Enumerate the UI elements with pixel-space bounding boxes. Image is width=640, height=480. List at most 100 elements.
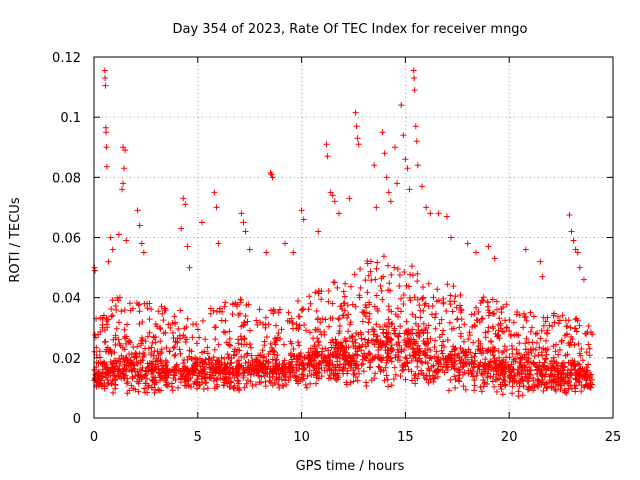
- data-point: [390, 376, 397, 383]
- data-point: [392, 311, 399, 318]
- data-point: [366, 310, 373, 317]
- data-point: [262, 378, 269, 385]
- data-point: [549, 365, 556, 372]
- data-point: [273, 375, 280, 382]
- y-tick-label: 0.04: [52, 292, 81, 307]
- data-point: [285, 309, 292, 316]
- data-point: [468, 311, 475, 318]
- data-point: [433, 348, 440, 355]
- data-point: [178, 225, 185, 232]
- data-point: [224, 380, 231, 387]
- data-point: [294, 297, 301, 304]
- data-point: [377, 368, 384, 375]
- data-point: [245, 367, 252, 374]
- data-point: [329, 361, 336, 368]
- data-point: [124, 375, 131, 382]
- data-point: [126, 300, 133, 307]
- data-point: [373, 321, 380, 328]
- data-point: [402, 339, 409, 346]
- data-point: [435, 354, 442, 361]
- data-point: [400, 291, 407, 298]
- data-point: [121, 359, 128, 366]
- data-point: [373, 204, 380, 211]
- data-point: [402, 376, 409, 383]
- data-point: [170, 344, 177, 351]
- data-point: [452, 345, 459, 352]
- data-point: [420, 330, 427, 337]
- data-point: [95, 382, 102, 389]
- data-point: [565, 317, 572, 324]
- data-point: [307, 380, 314, 387]
- data-point: [354, 377, 361, 384]
- data-point: [234, 303, 241, 310]
- data-point: [198, 369, 205, 376]
- data-point: [332, 342, 339, 349]
- data-point: [531, 353, 538, 360]
- data-point: [530, 387, 537, 394]
- data-point: [340, 312, 347, 319]
- data-point: [204, 385, 211, 392]
- data-point: [234, 377, 241, 384]
- data-point: [314, 335, 321, 342]
- data-point: [218, 317, 225, 324]
- data-point: [411, 294, 418, 301]
- data-point: [496, 354, 503, 361]
- data-point: [510, 358, 517, 365]
- data-point: [435, 210, 442, 217]
- data-point: [373, 292, 380, 299]
- data-point: [362, 313, 369, 320]
- data-point: [207, 369, 214, 376]
- data-point: [474, 363, 481, 370]
- data-point: [467, 349, 474, 356]
- data-point: [474, 368, 481, 375]
- data-point: [535, 376, 542, 383]
- data-point: [99, 361, 106, 368]
- data-point: [204, 344, 211, 351]
- data-point: [313, 307, 320, 314]
- data-point: [363, 382, 370, 389]
- data-point: [121, 346, 128, 353]
- data-point: [411, 75, 418, 82]
- data-point: [396, 282, 403, 289]
- data-point: [132, 349, 139, 356]
- data-point: [371, 162, 378, 169]
- data-point: [314, 370, 321, 377]
- data-point: [384, 350, 391, 357]
- data-point: [314, 316, 321, 323]
- data-point: [461, 321, 468, 328]
- data-point: [428, 363, 435, 370]
- data-point: [277, 335, 284, 342]
- data-point: [401, 337, 408, 344]
- data-point: [568, 385, 575, 392]
- data-point: [301, 355, 308, 362]
- data-point: [182, 339, 189, 346]
- data-point: [412, 320, 419, 327]
- y-tick-label: 0.02: [52, 352, 81, 367]
- data-point: [260, 321, 267, 328]
- data-point: [480, 294, 487, 301]
- data-point: [118, 308, 125, 315]
- data-point: [473, 304, 480, 311]
- data-point: [309, 352, 316, 359]
- data-point: [491, 383, 498, 390]
- data-point: [180, 195, 187, 202]
- data-point: [151, 389, 158, 396]
- data-point: [378, 287, 385, 294]
- data-point: [436, 334, 443, 341]
- data-point: [408, 263, 415, 270]
- data-point: [432, 325, 439, 332]
- data-point: [245, 359, 252, 366]
- data-point: [335, 316, 342, 323]
- data-point: [268, 171, 275, 178]
- data-point: [186, 264, 193, 271]
- data-point: [121, 307, 128, 314]
- data-point: [470, 373, 477, 380]
- data-point: [523, 317, 530, 324]
- data-point: [115, 336, 122, 343]
- data-point: [245, 301, 252, 308]
- data-point: [357, 329, 364, 336]
- data-point: [150, 358, 157, 365]
- data-point: [270, 348, 277, 355]
- data-point: [210, 307, 217, 314]
- data-point: [408, 368, 415, 375]
